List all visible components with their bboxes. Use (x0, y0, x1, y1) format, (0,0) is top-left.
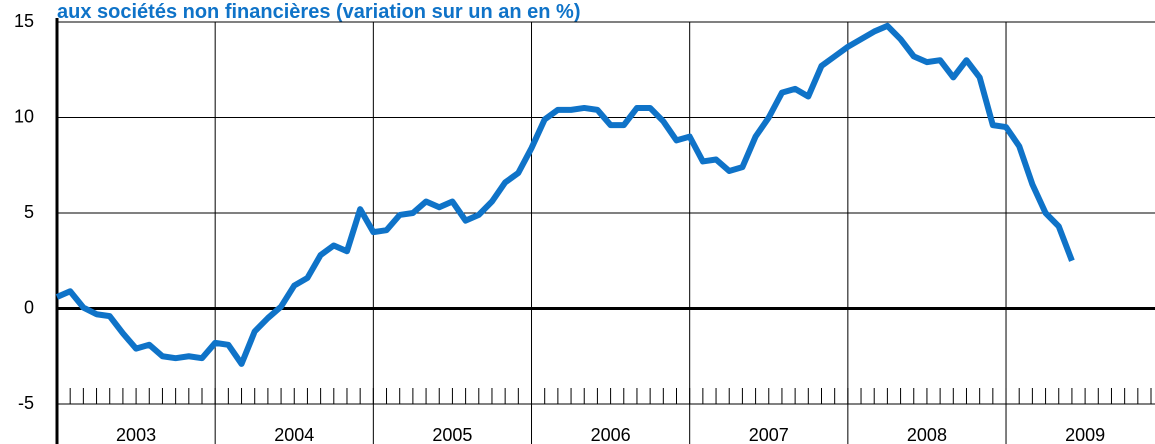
data-line (55, 22, 1075, 367)
x-tick-label: 2008 (907, 425, 947, 444)
chart-title: aux sociétés non financières (variation … (57, 1, 580, 23)
y-tick-label: 5 (24, 202, 34, 222)
y-tick-label: 10 (14, 106, 34, 126)
x-tick-label: 2006 (591, 425, 631, 444)
x-tick-label: 2003 (116, 425, 156, 444)
y-tick-label: 0 (24, 297, 34, 317)
y-tick-label: -5 (18, 393, 34, 413)
x-tick-label: 2004 (274, 425, 314, 444)
x-tick-label: 2009 (1065, 425, 1105, 444)
x-tick-label: 2005 (432, 425, 472, 444)
y-tick-label: 15 (14, 11, 34, 31)
x-tick-label: 2007 (749, 425, 789, 444)
